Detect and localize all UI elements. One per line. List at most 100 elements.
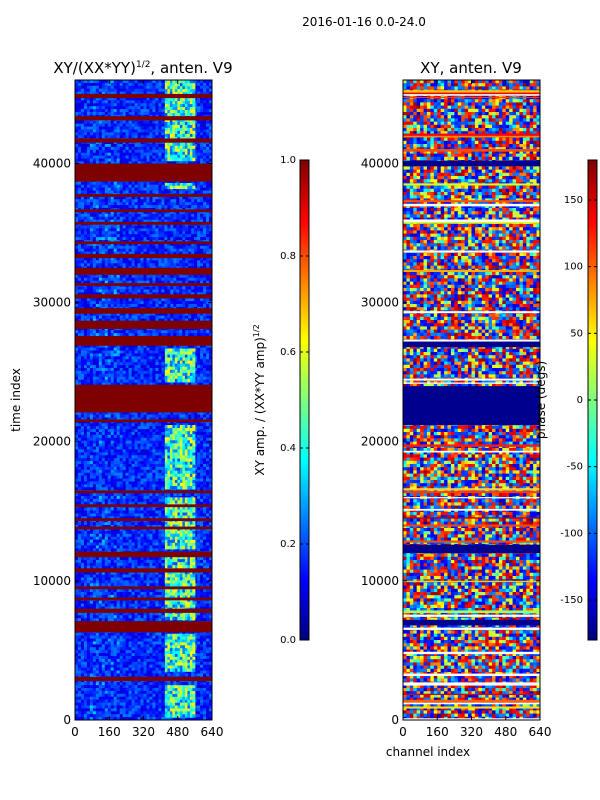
amplitude-cell <box>152 202 157 206</box>
amplitude-cell <box>155 190 159 195</box>
amplitude-cell <box>203 85 207 90</box>
amplitude-cell <box>203 158 207 163</box>
amplitude-cell <box>89 100 94 104</box>
amplitude-cell <box>203 112 207 116</box>
amplitude-cell <box>134 109 139 113</box>
amplitude-cell <box>194 234 198 238</box>
amplitude-cell <box>158 155 162 160</box>
amplitude-cell <box>92 132 97 136</box>
amplitude-cell <box>101 216 106 221</box>
amplitude-cell <box>92 109 97 113</box>
amplitude-cell <box>101 82 106 87</box>
amplitude-cell <box>122 123 127 128</box>
amplitude-cell <box>137 132 142 136</box>
amplitude-cell <box>95 126 100 131</box>
amplitude-cell <box>119 225 124 229</box>
amplitude-cell <box>119 146 124 151</box>
amplitude-cell <box>185 228 189 232</box>
amplitude-cell <box>77 106 82 110</box>
amplitude-cell <box>137 144 142 148</box>
amplitude-cell <box>128 155 133 160</box>
amplitude-cell <box>113 80 118 84</box>
amplitude-cell <box>143 213 148 218</box>
amplitude-cell <box>113 228 118 232</box>
amplitude-cell <box>86 196 91 200</box>
amplitude-cell <box>95 190 100 195</box>
amplitude-cell <box>86 199 91 203</box>
amplitude-cell <box>77 216 82 221</box>
amplitude-cell <box>203 231 207 235</box>
amplitude-cell <box>209 199 212 203</box>
amplitude-cell <box>80 158 85 163</box>
amplitude-cell <box>209 97 212 101</box>
amplitude-cell <box>200 219 204 224</box>
amplitude-cell <box>203 88 207 93</box>
amplitude-cell <box>158 91 162 96</box>
amplitude-cell <box>206 158 210 163</box>
amplitude-cell <box>116 103 121 107</box>
amplitude-cell <box>131 106 136 110</box>
amplitude-cell <box>206 103 210 107</box>
amplitude-cell <box>149 82 154 87</box>
amplitude-cell <box>125 184 130 189</box>
amplitude-cell <box>146 184 151 189</box>
amplitude-cell <box>113 135 118 139</box>
amplitude-cell <box>167 205 171 209</box>
amplitude-cell <box>143 85 148 90</box>
amplitude-cell <box>116 91 121 96</box>
amplitude-cell <box>209 231 212 235</box>
amplitude-cell <box>75 132 79 136</box>
amplitude-cell <box>92 225 97 229</box>
amplitude-cell <box>161 103 165 107</box>
amplitude-cell <box>197 123 201 128</box>
amplitude-cell <box>152 161 157 165</box>
amplitude-cell <box>95 225 100 229</box>
amplitude-cell <box>152 106 157 110</box>
amplitude-cell <box>98 202 103 206</box>
amplitude-cell <box>113 213 118 218</box>
amplitude-cell <box>75 146 79 151</box>
amplitude-cell <box>152 103 157 107</box>
amplitude-cell <box>194 228 198 232</box>
amplitude-cell <box>173 202 177 206</box>
amplitude-cell <box>101 146 106 151</box>
amplitude-cell <box>185 234 189 238</box>
amplitude-cell <box>80 155 85 160</box>
amplitude-cell <box>80 109 85 113</box>
amplitude-cell <box>110 144 115 148</box>
amplitude-cell <box>116 100 121 104</box>
amplitude-cell <box>128 103 133 107</box>
amplitude-cell <box>125 88 130 93</box>
amplitude-cell <box>122 216 127 221</box>
amplitude-cell <box>101 184 106 189</box>
amplitude-cell <box>200 213 204 218</box>
amplitude-cell <box>185 213 189 218</box>
amplitude-cell <box>107 88 112 93</box>
amplitude-cell <box>134 100 139 104</box>
amplitude-cell <box>149 213 154 218</box>
amplitude-cell <box>80 199 85 203</box>
amplitude-cell <box>128 219 133 224</box>
amplitude-cell <box>140 146 145 151</box>
amplitude-cell <box>146 91 151 96</box>
amplitude-cell <box>155 106 159 110</box>
amplitude-cell <box>95 97 100 101</box>
amplitude-cell <box>203 210 207 215</box>
amplitude-cell <box>128 80 133 84</box>
amplitude-cell <box>137 202 142 206</box>
amplitude-cell <box>119 123 124 128</box>
amplitude-cell <box>80 97 85 101</box>
amplitude-cell <box>128 146 133 151</box>
amplitude-cell <box>206 109 210 113</box>
amplitude-cell <box>77 228 82 232</box>
amplitude-cell <box>113 210 118 215</box>
amplitude-cell <box>75 152 79 157</box>
amplitude-cell <box>197 184 201 189</box>
amplitude-cell <box>206 129 210 133</box>
amplitude-cell <box>140 152 145 157</box>
amplitude-cell <box>92 202 97 206</box>
amplitude-cell <box>92 146 97 151</box>
amplitude-cell <box>122 161 127 165</box>
amplitude-cell <box>80 196 85 200</box>
amplitude-cell <box>107 190 112 195</box>
